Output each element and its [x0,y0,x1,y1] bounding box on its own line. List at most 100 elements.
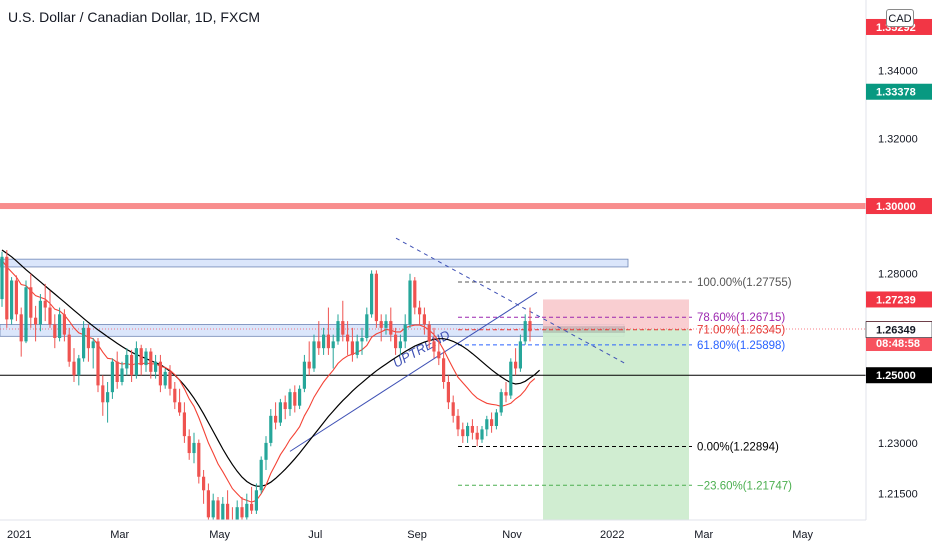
candle-body [106,392,110,403]
candle-body [288,392,292,410]
candle-body [29,287,33,318]
candle-body [158,361,162,386]
candle-body [110,361,114,393]
candle-body [163,371,167,386]
candle-body [48,307,52,325]
candle-body [259,459,263,491]
x-tick-label: Nov [502,529,522,541]
price-badge-label: 1.30000 [876,201,916,213]
x-tick-label: Jul [308,529,322,541]
candle-body [518,341,522,369]
candle-body [115,361,119,382]
fib-level-label: 78.60%(1.26715) [697,312,785,324]
price-badge [865,321,932,338]
fib-level-label: −23.60%(1.21747) [697,480,792,492]
candle-body [475,432,479,440]
candle-body [245,503,249,518]
time-axis-bg [0,520,932,550]
candle-body [5,256,9,320]
fib-level-label: 0.00%(1.22894) [697,441,779,453]
candle-body [394,334,398,349]
candle-body [350,341,354,355]
candle-body [418,307,422,315]
candle-body [130,354,134,376]
candle-body [34,317,38,325]
candle-body [206,490,210,518]
candle-body [264,442,268,460]
candle-body [504,392,508,396]
candle-body [298,388,302,406]
candle-body [254,490,258,511]
candle-body [0,256,4,300]
candle-body [360,338,364,342]
candle-body [370,273,374,315]
price-badge [866,83,932,100]
candle-body [331,341,335,349]
candle-body [528,321,532,332]
candle-body [490,419,494,426]
candle-body [456,415,460,430]
candle-body [72,361,76,376]
candle-body [192,442,196,454]
candle-body [240,507,244,518]
candle-body [250,503,254,511]
candle-body [62,314,66,335]
candle-body [446,381,450,403]
y-tick-label: 1.23000 [878,438,918,450]
candle-body [125,354,129,369]
candle-body [278,402,282,423]
candle-body [96,341,100,386]
sma-line [1,249,541,487]
candle-body [509,361,513,396]
candle-body [134,348,138,376]
candle-body [346,334,350,342]
candle-body [14,280,18,315]
candle-body [461,429,465,437]
candle-body [432,341,436,352]
candle-body [178,402,182,413]
candle-body [283,402,287,410]
candle-body [365,314,369,339]
candle-body [43,300,47,308]
price-badge [866,291,932,308]
candle-body [408,280,412,325]
y-tick-label: 1.34000 [878,66,918,78]
candle-body [499,392,503,413]
candle-body [326,334,330,349]
price-badge [866,367,932,384]
fib-level-label: 100.00%(1.27755) [697,277,792,289]
price-badge-label: 1.33378 [876,87,916,99]
candle-body [413,280,417,308]
price-countdown: 08:48:58 [876,338,920,350]
y-tick-label: 1.28000 [878,269,918,281]
x-tick-label: Mar [694,529,713,541]
candle-body [427,324,431,342]
ema-line [1,259,536,503]
price-badge-label: 1.27239 [876,294,916,306]
candle-body [19,314,23,342]
stop-loss-zone [543,299,689,330]
candle-body [480,429,484,440]
y-tick-label: 1.21500 [878,489,918,501]
candle-body [86,327,90,349]
dashed-trendline [395,237,626,364]
candle-body [144,351,148,366]
candle-body [168,371,172,389]
price-badge-label: 1.25000 [876,370,916,382]
candle-body [384,321,388,328]
candle-body [211,500,215,518]
candle-body [173,388,177,403]
x-tick-label: Mar [110,529,129,541]
candle-body [403,324,407,342]
candle-body [451,402,455,416]
candle-body [274,415,278,423]
candle-body [139,348,143,366]
x-tick-label: 2021 [7,529,31,541]
candle-body [442,358,446,382]
price-badge [866,198,932,215]
x-tick-label: Sep [407,529,427,541]
candle-body [235,507,239,531]
currency-button[interactable]: CAD [886,9,914,27]
